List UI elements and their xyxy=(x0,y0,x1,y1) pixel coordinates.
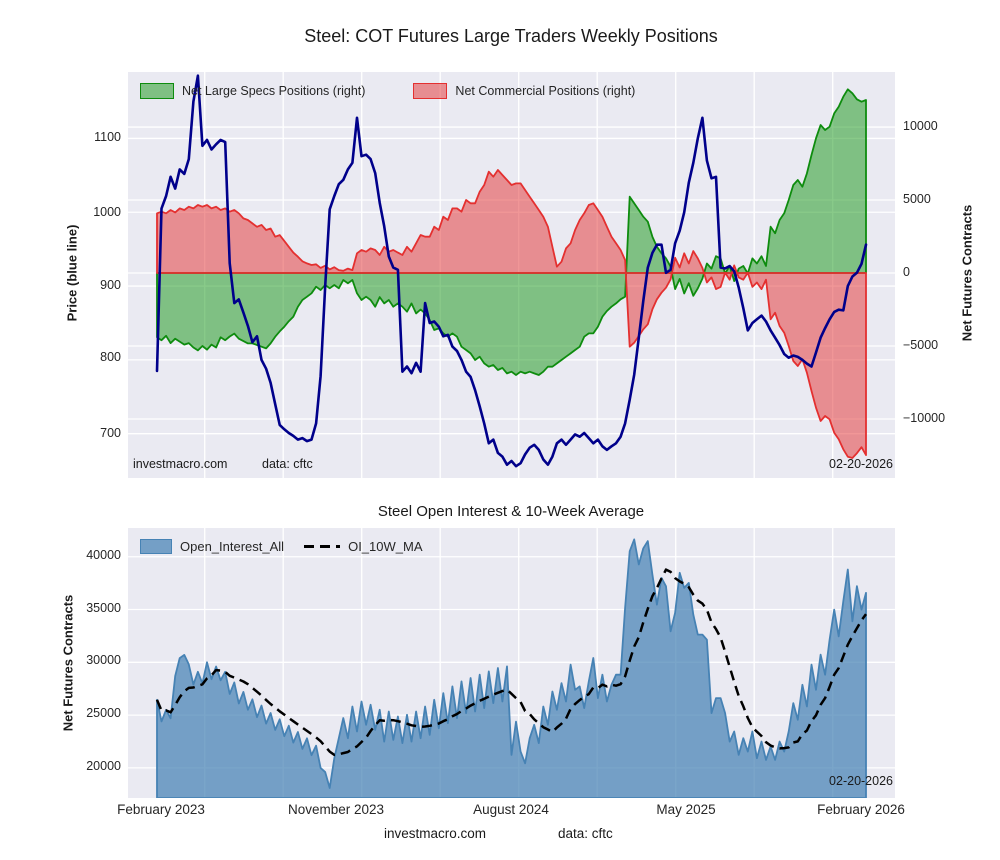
top-chart-legend: Net Large Specs Positions (right) Net Co… xyxy=(140,83,635,99)
report-date-bottom: 02-20-2026 xyxy=(829,774,893,788)
y-tick-10000: 10000 xyxy=(903,119,938,133)
figure-title: Steel: COT Futures Large Traders Weekly … xyxy=(304,26,718,46)
x-tick-nov-2023: November 2023 xyxy=(287,802,385,817)
green-area-swatch-icon xyxy=(140,83,174,99)
y-tick-1000: 1000 xyxy=(93,205,121,219)
bottom-chart-title: Steel Open Interest & 10-Week Average xyxy=(377,503,645,520)
legend-label: OI_10W_MA xyxy=(348,539,423,554)
y-tick-1100: 1100 xyxy=(94,130,121,144)
report-date-top: 02-20-2026 xyxy=(829,457,893,471)
y-tick-35000: 35000 xyxy=(86,601,121,615)
legend-item-oi-ma: OI_10W_MA xyxy=(304,539,423,554)
y-tick-40000: 40000 xyxy=(86,548,121,562)
y-tick-700: 700 xyxy=(100,426,121,440)
legend-label: Open_Interest_All xyxy=(180,539,285,554)
dashed-line-swatch-icon xyxy=(304,544,341,549)
legend-item-open-interest: Open_Interest_All xyxy=(140,539,284,554)
x-tick-feb-2023: February 2023 xyxy=(117,802,205,817)
y-tick-800: 800 xyxy=(100,350,121,364)
y-tick-neg10000: −10000 xyxy=(903,411,946,425)
blue-area-swatch-icon xyxy=(140,539,172,554)
y-tick-900: 900 xyxy=(100,278,121,292)
y-tick-zero: 0 xyxy=(903,265,910,279)
legend-item-net-large-specs: Net Large Specs Positions (right) xyxy=(140,83,365,99)
red-area-swatch-icon xyxy=(413,83,448,99)
y-tick-5000: 5000 xyxy=(903,192,931,206)
top-right-axis-label: Net Futures Contracts xyxy=(959,204,975,342)
footer-source: data: cftc xyxy=(558,826,613,841)
legend-label: Net Large Specs Positions (right) xyxy=(182,84,366,98)
x-tick-feb-2026: February 2026 xyxy=(817,802,905,817)
bottom-chart-legend: Open_Interest_All OI_10W_MA xyxy=(140,539,423,554)
x-tick-aug-2024: August 2024 xyxy=(473,802,549,817)
y-tick-30000: 30000 xyxy=(86,653,121,667)
y-tick-neg5000: −5000 xyxy=(903,338,939,352)
y-tick-25000: 25000 xyxy=(86,706,121,720)
footer-site: investmacro.com xyxy=(383,826,487,841)
legend-item-net-commercial: Net Commercial Positions (right) xyxy=(413,83,635,99)
y-tick-20000: 20000 xyxy=(86,759,121,773)
legend-label: Net Commercial Positions (right) xyxy=(455,84,636,98)
bottom-left-axis-label: Net Futures Contracts xyxy=(60,594,76,732)
top-left-axis-label: Price (blue line) xyxy=(64,224,80,322)
x-tick-may-2025: May 2025 xyxy=(656,802,716,817)
watermark-source: data: cftc xyxy=(262,457,313,471)
watermark-site: investmacro.com xyxy=(133,457,228,471)
